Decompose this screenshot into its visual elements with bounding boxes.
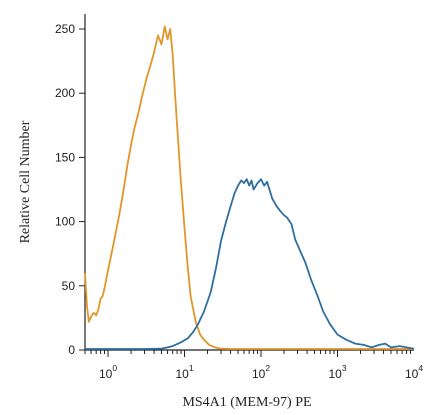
y-axis-ticks: 0 50 100 150 200 250 [55,22,85,357]
x-tick-label-base: 10 [328,367,342,381]
x-tick-label-base: 10 [405,367,419,381]
y-tick-label: 250 [55,22,75,36]
y-tick-label: 0 [68,343,75,357]
series-layer [84,25,415,350]
x-tick-label-exponent: 3 [342,363,347,373]
y-tick-label: 150 [55,150,75,164]
x-tick-label: 102 [252,363,270,381]
x-tick-label-base: 10 [99,367,113,381]
x-tick-label: 100 [99,363,117,381]
y-tick-label: 50 [62,279,76,293]
stained-histogram-line [85,178,415,350]
x-tick-label: 101 [175,363,193,381]
x-tick-label-base: 10 [252,367,266,381]
x-tick-label-exponent: 4 [418,363,423,373]
control-histogram-line [84,25,414,350]
x-tick-label: 103 [328,363,346,381]
x-tick-label: 104 [405,363,423,381]
y-tick-label: 200 [55,86,75,100]
y-tick-label: 100 [55,215,75,229]
x-axis-ticks: 100 101 102 103 104 [84,350,423,381]
x-axis-title: MS4A1 (MEM-97) PE [182,395,311,410]
x-tick-label-exponent: 1 [189,363,194,373]
y-axis-title: Relative Cell Number [18,120,33,243]
x-tick-label-base: 10 [175,367,189,381]
x-tick-label-exponent: 0 [112,363,117,373]
x-tick-label-exponent: 2 [265,363,270,373]
